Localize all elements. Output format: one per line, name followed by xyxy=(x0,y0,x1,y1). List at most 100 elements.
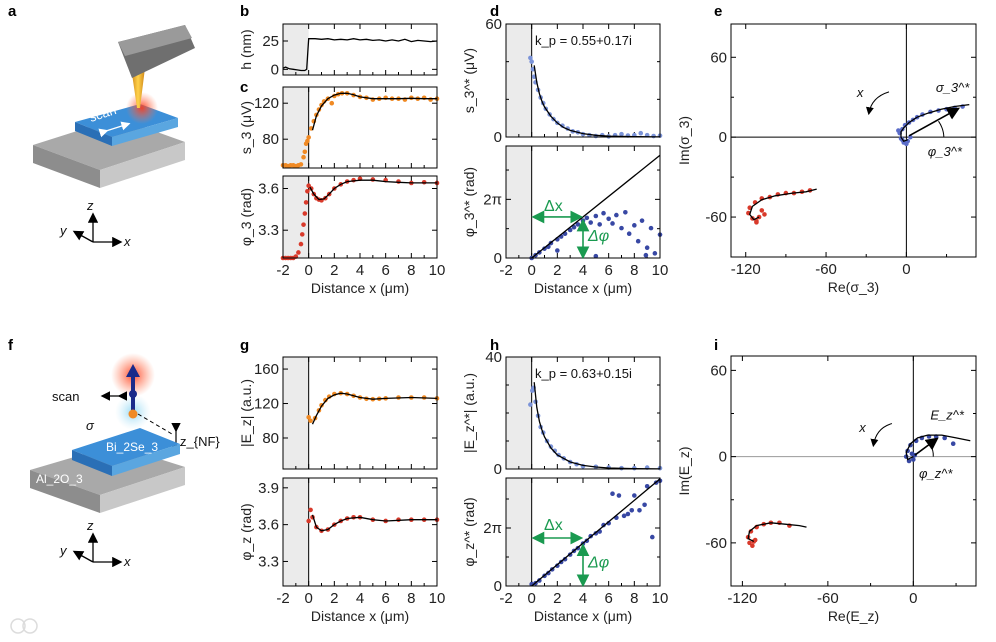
data-point xyxy=(593,213,599,219)
data-point xyxy=(629,508,635,513)
data-point xyxy=(648,225,654,231)
substrate-front xyxy=(33,145,100,188)
data-point xyxy=(302,211,308,216)
x-tick-label: 0 xyxy=(527,590,535,607)
data-point xyxy=(642,502,647,508)
data-point xyxy=(942,435,947,441)
sample-side xyxy=(112,444,180,476)
data-point xyxy=(562,556,568,562)
panel-label-b: b xyxy=(240,3,249,20)
series-line-1 xyxy=(533,65,661,138)
data-point xyxy=(621,513,627,519)
nearfield-glow xyxy=(126,92,158,124)
data-point xyxy=(625,511,631,517)
panel-label-f: f xyxy=(8,337,14,354)
data-point xyxy=(555,248,560,253)
plot-frame xyxy=(282,356,438,470)
top-layer-label: Bi_2Se_3 xyxy=(106,440,158,454)
schematic-f: f scan z_{NF} σ Bi_2Se_3 Al_2O_3 z x y xyxy=(8,337,220,569)
y-tick-label: 60 xyxy=(710,49,727,66)
data-point xyxy=(597,222,602,227)
x-axis-label: Distance x (μm) xyxy=(534,280,632,296)
axes-icon xyxy=(72,532,123,568)
plot-frame xyxy=(730,355,977,587)
series-line-1 xyxy=(531,478,661,587)
data-point xyxy=(606,216,611,222)
chart-g1: g 80 120 160|E_z| (a.u.) xyxy=(238,337,440,470)
plot-frame xyxy=(282,175,438,259)
y-axis-label: h (nm) xyxy=(238,29,254,69)
series-line-0 xyxy=(282,38,438,72)
x-tick-label: 4 xyxy=(579,590,587,607)
data-point xyxy=(298,241,304,247)
sigma-label: σ xyxy=(86,418,95,433)
cantilever-top xyxy=(118,25,192,56)
scan-arrow-icon xyxy=(98,121,131,138)
plot-frame xyxy=(282,86,438,169)
data-point xyxy=(296,250,301,255)
chart-g2: -2 0 2 4 6 8 10 3.3 3.6 3.9 Distance x (μm) φ_z (ra… xyxy=(238,477,445,624)
data-point xyxy=(626,231,632,237)
shaded-region xyxy=(506,478,532,586)
y-axis-label: |E_z| (a.u.) xyxy=(238,379,254,447)
data-point xyxy=(302,149,308,155)
data-point xyxy=(619,225,624,231)
chart-d1: d 0 60 s_3^* (μV) xyxy=(461,3,663,146)
y-tick-label: 0 xyxy=(494,461,502,478)
y-axis-label: Im(σ_3) xyxy=(676,116,692,165)
x-axis-label: Distance x (μm) xyxy=(311,608,409,624)
substrate-side xyxy=(100,142,185,188)
data-point xyxy=(610,491,615,496)
panel-label-i: i xyxy=(714,337,718,354)
x-axis-label: Re(E_z) xyxy=(828,608,879,624)
plot-frame xyxy=(505,356,661,470)
plot-frame xyxy=(282,23,438,76)
plot-frame xyxy=(282,477,438,587)
y-axis-label: φ_z^* (rad) xyxy=(461,497,477,566)
axes-icon xyxy=(72,212,123,248)
x-tick-label: 2 xyxy=(553,262,561,279)
sample-side xyxy=(112,118,178,146)
y-tick-label: 3.3 xyxy=(258,222,279,239)
phasor-arrow xyxy=(914,437,939,456)
y-tick-label: 0 xyxy=(494,129,502,146)
data-point xyxy=(323,397,328,403)
delta-phi-label: Δφ xyxy=(587,228,609,245)
data-point xyxy=(750,543,755,549)
angle-arc xyxy=(929,444,934,457)
x-tick-label: 8 xyxy=(630,262,638,279)
data-point xyxy=(904,141,909,147)
data-point xyxy=(643,252,649,258)
x-tick-label: 8 xyxy=(407,590,415,607)
y-tick-label: 3.6 xyxy=(258,517,279,534)
substrate-side xyxy=(100,467,185,513)
y-tick-label: -60 xyxy=(705,535,727,552)
panel-label-g1: g xyxy=(240,337,249,354)
y-axis-label: φ_3^* (rad) xyxy=(461,167,477,237)
data-point xyxy=(305,188,310,194)
data-point xyxy=(299,232,305,237)
x-tick-label: -60 xyxy=(817,590,839,607)
series-line-1 xyxy=(311,92,437,131)
watermark-logo xyxy=(10,618,38,634)
x-tick-label: -2 xyxy=(499,590,512,607)
y-tick-label: 3.6 xyxy=(258,181,279,198)
x-tick-label: 6 xyxy=(604,262,612,279)
data-point xyxy=(584,215,590,221)
series-line-1 xyxy=(311,392,438,425)
scan-label: scan xyxy=(52,389,79,404)
x-tick-label: 4 xyxy=(356,590,364,607)
data-point xyxy=(610,221,615,226)
x-tick-label: 8 xyxy=(630,590,638,607)
shaded-region xyxy=(283,24,309,75)
y-tick-label: 0 xyxy=(494,578,502,595)
data-point xyxy=(303,200,309,205)
y-axis-label: φ_3 (rad) xyxy=(238,188,254,246)
y-tick-label: 2π xyxy=(483,191,502,208)
sample-front xyxy=(72,450,112,476)
substrate-label: Al_2O_3 xyxy=(36,472,83,486)
series-line-1 xyxy=(531,154,661,259)
data-point xyxy=(588,220,593,225)
